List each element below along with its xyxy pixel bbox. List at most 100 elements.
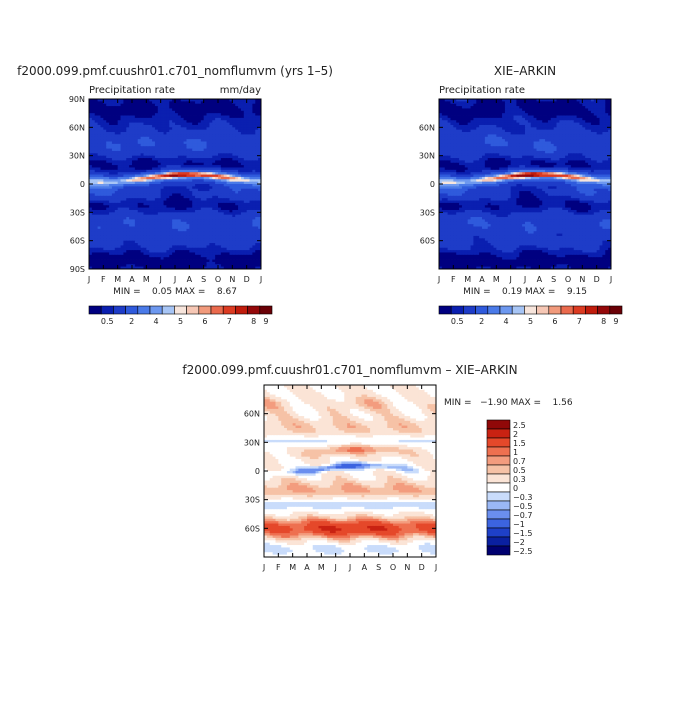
heatmap-cell [255,243,258,246]
heatmap-cell [169,172,172,175]
heatmap-cell [135,224,138,227]
heatmap-cell [186,120,189,123]
heatmap-cell [169,156,172,159]
heatmap-cell [201,167,204,170]
heatmap-cell [126,196,129,199]
heatmap-cell [158,165,161,168]
heatmap-cell [98,127,101,130]
heatmap-cell [221,260,224,263]
heatmap-cell [178,156,181,159]
heatmap-cell [172,252,175,255]
heatmap-cell [218,208,221,211]
heatmap-cell [95,163,98,166]
heatmap-cell [175,245,178,248]
heatmap-cell [149,227,152,230]
heatmap-cell [95,132,98,135]
heatmap-cell [238,142,241,145]
heatmap-cell [192,186,195,189]
heatmap-cell [169,177,172,180]
heatmap-cell [166,210,169,213]
heatmap-cell [112,163,115,166]
heatmap-cell [229,262,232,265]
heatmap-cell [106,151,109,154]
heatmap-cell [158,248,161,251]
heatmap-cell [453,116,456,119]
heatmap-cell [138,149,141,152]
heatmap-cell [161,123,164,126]
heatmap-cell [201,186,204,189]
heatmap-cell [169,262,172,265]
heatmap-cell [164,144,167,147]
heatmap-cell [215,163,218,166]
heatmap-cell [195,113,198,116]
colorbar-swatch [113,306,125,314]
heatmap-cell [181,257,184,260]
heatmap-cell [95,177,98,180]
heatmap-cell [181,123,184,126]
heatmap-cell [178,243,181,246]
heatmap-cell [158,231,161,234]
heatmap-cell [103,146,106,149]
heatmap-cell [126,264,129,267]
heatmap-cell [169,208,172,211]
heatmap-cell [250,252,253,255]
heatmap-cell [169,127,172,130]
heatmap-cell [577,101,580,104]
heatmap-cell [602,113,605,116]
heatmap-cell [235,104,238,107]
heatmap-cell [112,146,115,149]
heatmap-cell [195,111,198,114]
heatmap-cell [528,108,531,111]
heatmap-cell [106,127,109,130]
heatmap-cell [227,198,230,201]
heatmap-cell [204,241,207,244]
heatmap-cell [164,137,167,140]
heatmap-cell [238,222,241,225]
heatmap-cell [192,137,195,140]
heatmap-cell [138,139,141,142]
heatmap-cell [126,189,129,192]
heatmap-cell [212,113,215,116]
heatmap-cell [201,227,204,230]
heatmap-cell [146,205,149,208]
heatmap-cell [103,238,106,241]
heatmap-cell [123,142,126,145]
heatmap-cell [129,217,132,220]
heatmap-cell [98,203,101,206]
heatmap-cell [126,170,129,173]
heatmap-cell [252,264,255,267]
heatmap-cell [138,203,141,206]
heatmap-cell [221,158,224,161]
heatmap-cell [100,243,103,246]
heatmap-cell [149,250,152,253]
heatmap-cell [184,196,187,199]
heatmap-cell [195,248,198,251]
heatmap-cell [471,101,474,104]
heatmap-cell [229,123,232,126]
heatmap-cell [138,172,141,175]
heatmap-cell [232,245,235,248]
heatmap-cell [181,262,184,265]
heatmap-cell [224,262,227,265]
heatmap-cell [146,156,149,159]
heatmap-cell [92,217,95,220]
heatmap-cell [252,146,255,149]
heatmap-cell [129,156,132,159]
heatmap-cell [121,257,124,260]
heatmap-cell [106,196,109,199]
heatmap-cell [539,118,542,121]
heatmap-cell [207,160,210,163]
heatmap-cell [241,229,244,232]
heatmap-cell [198,137,201,140]
heatmap-cell [135,231,138,234]
heatmap-cell [565,113,568,116]
heatmap-cell [149,175,152,178]
heatmap-cell [247,255,250,258]
heatmap-cell [118,146,121,149]
heatmap-cell [212,217,215,220]
heatmap-cell [109,175,112,178]
heatmap-cell [121,142,124,145]
heatmap-cell [184,212,187,215]
heatmap-cell [138,201,141,204]
heatmap-cell [143,217,146,220]
